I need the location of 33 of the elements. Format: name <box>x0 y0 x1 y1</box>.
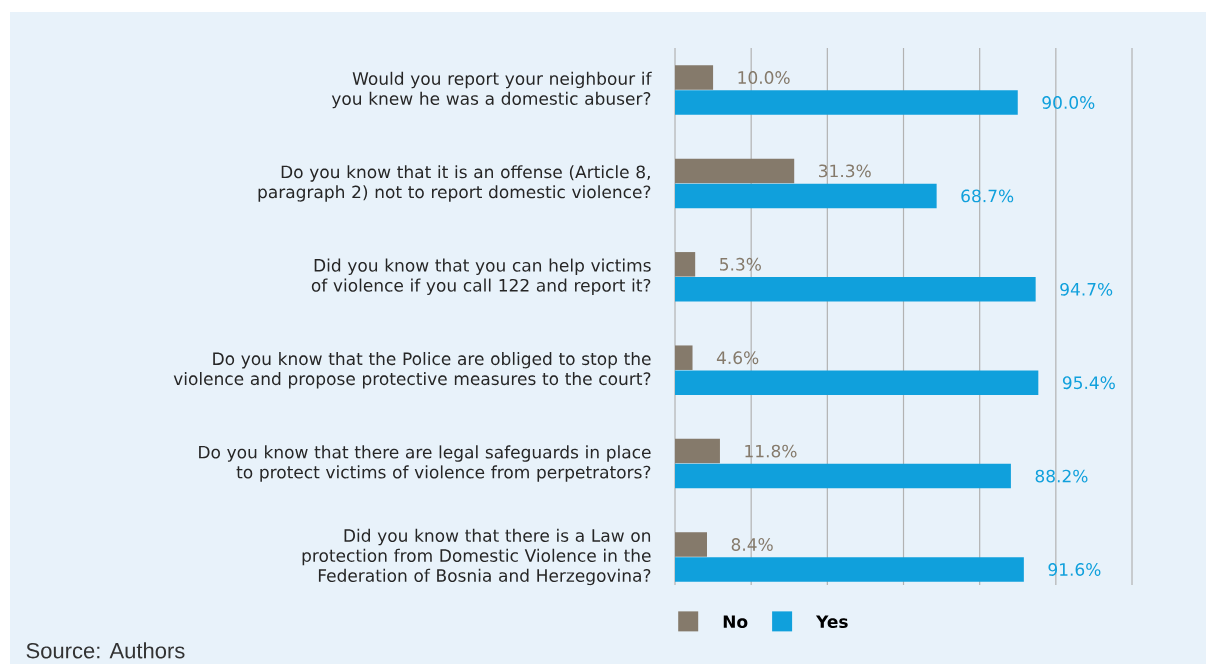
data-label: 90.0% <box>1042 96 1095 109</box>
legend-label: No <box>723 615 748 629</box>
bar <box>675 252 696 277</box>
data-label: 10.0% <box>738 71 790 84</box>
data-label: 8.4% <box>731 538 773 551</box>
bar <box>675 277 1036 302</box>
y-tick-label: Did you know that there is a Law on protection from Domestic Violence in the Federation of Bosnia and Herzegovina? <box>302 528 651 586</box>
bar <box>675 532 707 557</box>
legend-label: Yes <box>815 615 848 629</box>
bar <box>675 345 693 370</box>
bar <box>675 183 937 209</box>
data-label: 91.6% <box>1048 563 1101 576</box>
source-note: Source: Authors <box>26 642 185 659</box>
data-label: 4.6% <box>716 351 759 365</box>
y-tick-label: Do you know that the Police are obliged to stop the violence and propose protective measures to the court? <box>173 351 651 389</box>
bar <box>675 90 1018 115</box>
bar <box>675 557 1024 582</box>
data-label: 11.8% <box>745 444 797 458</box>
data-label: 68.7% <box>961 189 1014 203</box>
bar <box>675 463 1011 489</box>
data-label: 88.2% <box>1035 469 1088 483</box>
bar <box>675 65 714 90</box>
y-tick-label: Would you report your neighbour if you knew he was a domestic abuser? <box>331 71 652 109</box>
data-label: 95.4% <box>1062 376 1115 390</box>
y-tick-label: Do you know that it is an offense (Article 8, paragraph 2) not to report domestic violence? <box>258 165 651 202</box>
y-tick-label: Do you know that there are legal safeguards in place to protect victims of violence from perpetrators? <box>199 445 651 482</box>
data-label: 31.3% <box>819 164 871 178</box>
y-tick-label: Did you know that you can help victims of violence if you call 122 and report it? <box>311 258 651 296</box>
bar <box>675 158 795 184</box>
bar <box>675 438 720 464</box>
bar <box>675 370 1039 395</box>
data-label: 94.7% <box>1060 282 1113 296</box>
data-label: 5.3% <box>720 257 761 271</box>
